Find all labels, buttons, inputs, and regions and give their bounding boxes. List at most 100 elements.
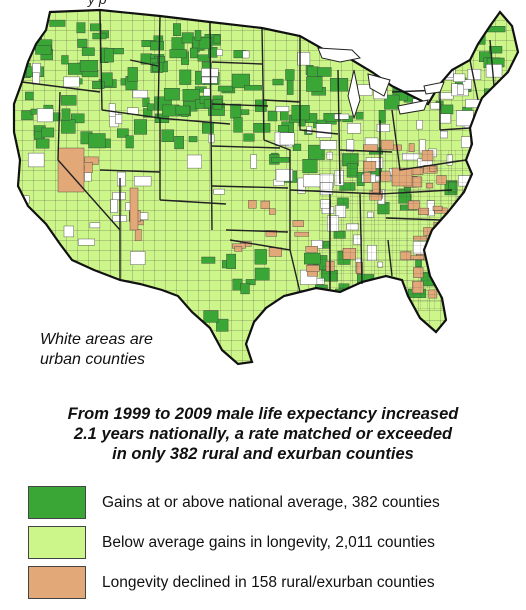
- county-urban: [303, 174, 321, 188]
- county-above: [456, 20, 468, 29]
- county-urban: [453, 73, 466, 83]
- urban-note-line: White areas are: [40, 331, 153, 348]
- headline-line: 2.1 years nationally, a rate matched or …: [73, 425, 453, 443]
- county-urban: [316, 123, 332, 138]
- county-urban: [133, 176, 152, 187]
- county-above: [287, 79, 294, 95]
- county-above: [169, 49, 187, 59]
- legend-label: Below average gains in longevity, 2,011 …: [102, 534, 435, 551]
- county-urban: [464, 244, 482, 259]
- county-urban: [297, 52, 311, 66]
- legend-swatch-declined: [28, 566, 86, 599]
- county-above: [161, 129, 174, 143]
- county-above: [378, 110, 386, 124]
- county-above: [182, 88, 200, 102]
- county-above: [437, 35, 452, 44]
- county-above: [317, 67, 332, 77]
- county-urban: [130, 251, 146, 265]
- county-urban: [77, 238, 95, 246]
- county-urban: [461, 136, 471, 148]
- county-urban: [22, 230, 40, 242]
- county-urban: [306, 126, 313, 134]
- county-urban: [32, 72, 40, 85]
- county-urban: [347, 123, 362, 134]
- county-above: [440, 46, 457, 52]
- county-urban: [467, 188, 485, 199]
- county-above: [41, 127, 55, 138]
- county-urban: [279, 132, 295, 146]
- county-above: [172, 23, 181, 37]
- county-above: [396, 21, 415, 29]
- county-urban: [376, 124, 391, 133]
- county-above: [240, 109, 250, 115]
- county-above: [179, 69, 192, 85]
- county-urban: [89, 222, 101, 229]
- county-urban: [439, 113, 451, 124]
- county-above: [254, 267, 270, 281]
- county-above: [70, 113, 85, 124]
- county-urban: [430, 102, 441, 110]
- header-fragment: y p: [88, 0, 107, 7]
- county-above: [306, 76, 323, 92]
- county-above: [330, 78, 349, 92]
- county-above: [230, 103, 242, 119]
- county-declined: [269, 208, 276, 215]
- county-urban: [457, 84, 464, 95]
- county-above: [49, 19, 66, 27]
- county-above: [61, 55, 69, 65]
- county-urban: [112, 191, 126, 200]
- county-declined: [134, 229, 142, 241]
- county-above: [226, 253, 237, 269]
- map-canvas: [12, 8, 520, 366]
- county-above: [188, 136, 198, 143]
- county-above: [88, 133, 106, 149]
- county-urban: [63, 225, 75, 238]
- county-urban: [216, 49, 223, 56]
- county-urban: [108, 103, 116, 117]
- legend: Gains at or above national average, 382 …: [28, 486, 526, 606]
- county-above: [489, 46, 503, 54]
- county-above: [245, 279, 256, 286]
- county-declined: [248, 200, 257, 209]
- county-above: [302, 158, 318, 174]
- county-above: [201, 256, 216, 264]
- county-above: [217, 85, 233, 92]
- county-declined: [305, 245, 318, 253]
- county-above: [216, 318, 229, 332]
- county-urban: [467, 69, 482, 81]
- county-urban: [115, 114, 123, 124]
- county-urban: [489, 158, 501, 168]
- county-above: [406, 75, 421, 82]
- county-urban: [242, 50, 250, 59]
- county-above: [385, 292, 398, 306]
- legend-item-above: Gains at or above national average, 382 …: [28, 486, 526, 522]
- county-above: [213, 34, 221, 44]
- legend-swatch-above: [28, 486, 86, 519]
- county-urban: [320, 140, 337, 150]
- county-above: [163, 87, 180, 101]
- county-urban: [186, 154, 202, 169]
- county-above: [243, 133, 255, 142]
- county-above: [442, 285, 459, 296]
- county-declined: [381, 139, 394, 151]
- county-urban: [468, 292, 476, 301]
- county-above: [92, 80, 105, 89]
- county-above: [104, 48, 114, 63]
- county-above: [34, 22, 43, 29]
- county-above: [134, 119, 148, 135]
- county-urban: [213, 188, 225, 195]
- county-declined: [234, 246, 243, 252]
- county-declined: [294, 231, 309, 237]
- county-urban: [110, 198, 118, 213]
- county-above: [25, 91, 34, 101]
- county-above: [384, 94, 400, 110]
- county-urban: [201, 76, 218, 84]
- county-above: [401, 36, 414, 52]
- county-above: [35, 138, 50, 149]
- county-above: [426, 56, 436, 71]
- county-urban: [250, 154, 257, 169]
- county-urban: [438, 92, 454, 100]
- county-above: [408, 32, 423, 47]
- county-above: [304, 252, 321, 265]
- county-above: [292, 143, 302, 151]
